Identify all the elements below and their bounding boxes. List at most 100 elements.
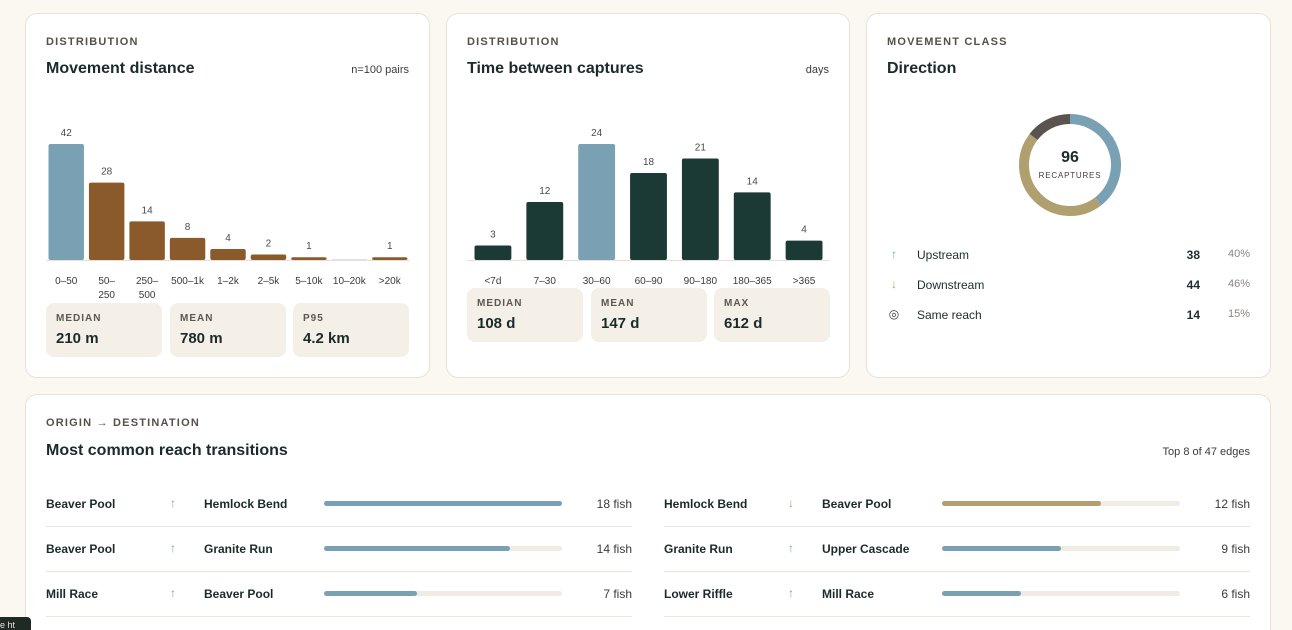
bar-value-label: 4 [225, 233, 231, 244]
stat-label: MEAN [180, 313, 214, 324]
x-tick-label: 500 [139, 290, 156, 301]
movement-distance-card: DISTRIBUTION Movement distance n=100 pai… [25, 13, 430, 378]
x-tick-label: 90–180 [684, 276, 718, 287]
fish-count: 6 fish [1221, 587, 1250, 601]
arrow-up-icon: ↑ [170, 541, 176, 555]
direction-percent: 40% [1227, 248, 1250, 260]
chart-bar [372, 257, 408, 260]
sample-size-note: n=100 pairs [351, 64, 409, 76]
stat-label: MEDIAN [477, 298, 523, 309]
x-tick-label: >365 [793, 276, 816, 287]
x-tick-label: >20k [379, 276, 402, 287]
destination-reach: Granite Run [204, 542, 273, 556]
bar-value-label: 1 [387, 241, 393, 252]
card-title: Direction [887, 60, 957, 77]
transition-row: Lower Riffle ↑ Mill Race 6 fish [664, 572, 1250, 617]
chart-bar [169, 237, 206, 260]
destination-reach: Hemlock Bend [204, 497, 288, 511]
chart-bar [250, 254, 287, 260]
arrow-up-icon: ↑ [788, 586, 794, 600]
stat-label: MEDIAN [56, 313, 102, 324]
donut-slice [1019, 133, 1102, 216]
stat-label: P95 [303, 313, 324, 324]
arrow-up-icon: ↑ [170, 586, 176, 600]
transition-bar-fill [942, 546, 1061, 551]
donut-caption: RECAPTURES [1039, 171, 1102, 180]
chart-bar [526, 202, 564, 260]
destination-reach: Beaver Pool [822, 497, 892, 511]
target-icon: ◎ [888, 307, 900, 321]
fish-count: 12 fish [1214, 497, 1250, 511]
card-title: Time between captures [467, 60, 644, 77]
card-eyebrow: DISTRIBUTION [467, 36, 560, 48]
transition-bar-track [942, 591, 1180, 596]
chart-bar [210, 248, 246, 260]
chart-bar [785, 240, 823, 260]
x-tick-label: 2–5k [258, 276, 281, 287]
x-tick-label: 500–1k [171, 276, 205, 287]
time-between-captures-chart: 3 <7d 12 7–30 24 30–60 18 60–90 21 90–180 14 180–36… [467, 112, 830, 287]
card-eyebrow: DISTRIBUTION [46, 36, 139, 48]
x-tick-label: 7–30 [534, 276, 557, 287]
direction-row-same-reach: ◎ Same reach 14 15% [887, 306, 1250, 326]
bar-value-label: 1 [306, 241, 312, 252]
stat-label: MEAN [601, 298, 635, 309]
x-tick-label: 250– [136, 276, 159, 287]
donut-slice [1029, 114, 1071, 141]
transition-bar-track [324, 546, 562, 551]
origin-reach: Mill Race [46, 587, 99, 601]
x-tick-label: 50– [98, 276, 115, 287]
direction-count: 44 [1186, 278, 1200, 292]
bar-value-label: 14 [747, 176, 759, 187]
origin-reach: Beaver Pool [46, 497, 116, 511]
destination-reach: Beaver Pool [204, 587, 274, 601]
bar-value-label: 3 [490, 230, 496, 241]
x-tick-label: 30–60 [583, 276, 611, 287]
fish-count: 14 fish [596, 542, 632, 556]
unit-note: days [805, 64, 829, 76]
card-eyebrow: MOVEMENT CLASS [887, 36, 1008, 48]
transition-bar-fill [324, 591, 417, 596]
transition-bar-fill [942, 591, 1021, 596]
x-tick-label: 0–50 [55, 276, 78, 287]
transition-bar-track [324, 501, 562, 506]
transition-bar-fill [324, 546, 510, 551]
direction-percent: 46% [1227, 278, 1250, 290]
card-eyebrow: ORIGIN → DESTINATION [46, 417, 200, 429]
stat-value: 147 d [601, 315, 640, 332]
transition-row: Mill Race ↑ Beaver Pool 7 fish [46, 572, 632, 617]
direction-count: 14 [1186, 308, 1200, 322]
bar-value-label: 18 [643, 157, 655, 168]
x-tick-label: 10–20k [333, 276, 367, 287]
arrow-down-icon: ↓ [891, 277, 897, 291]
arrow-up-icon: ↑ [891, 247, 897, 261]
bar-value-label: 24 [591, 128, 603, 139]
stat-p95: P95 4.2 km [293, 303, 409, 357]
stat-value: 4.2 km [303, 330, 350, 347]
direction-name: Same reach [917, 308, 982, 322]
x-tick-label: 5–10k [295, 276, 323, 287]
origin-reach: Beaver Pool [46, 542, 116, 556]
arrow-down-icon: ↓ [788, 496, 794, 510]
destination-reach: Upper Cascade [822, 542, 910, 556]
fish-count: 7 fish [603, 587, 632, 601]
bar-value-label: 28 [101, 167, 113, 178]
chart-bar [681, 158, 719, 260]
transition-bar-fill [324, 501, 562, 506]
time-between-captures-card: DISTRIBUTION Time between captures days … [446, 13, 850, 378]
chart-bar [129, 221, 165, 260]
movement-distance-chart: 42 0–50 28 50– 250 14 250– 500 8 500–1k 4 1–2k 2 2–5k… [46, 112, 410, 301]
direction-name: Upstream [917, 248, 970, 262]
chart-bar [733, 192, 771, 260]
stat-value: 108 d [477, 315, 516, 332]
x-tick-label: 60–90 [635, 276, 663, 287]
bar-value-label: 21 [695, 143, 707, 154]
chart-bar [474, 245, 512, 260]
x-tick-label: 1–2k [217, 276, 240, 287]
arrow-up-icon: ↑ [170, 496, 176, 510]
direction-count: 38 [1186, 248, 1200, 262]
direction-row-upstream: ↑ Upstream 38 40% [887, 246, 1250, 266]
reach-transitions-card: ORIGIN → DESTINATION Most common reach t… [25, 394, 1271, 630]
direction-name: Downstream [917, 278, 985, 292]
chart-bar [48, 144, 84, 260]
